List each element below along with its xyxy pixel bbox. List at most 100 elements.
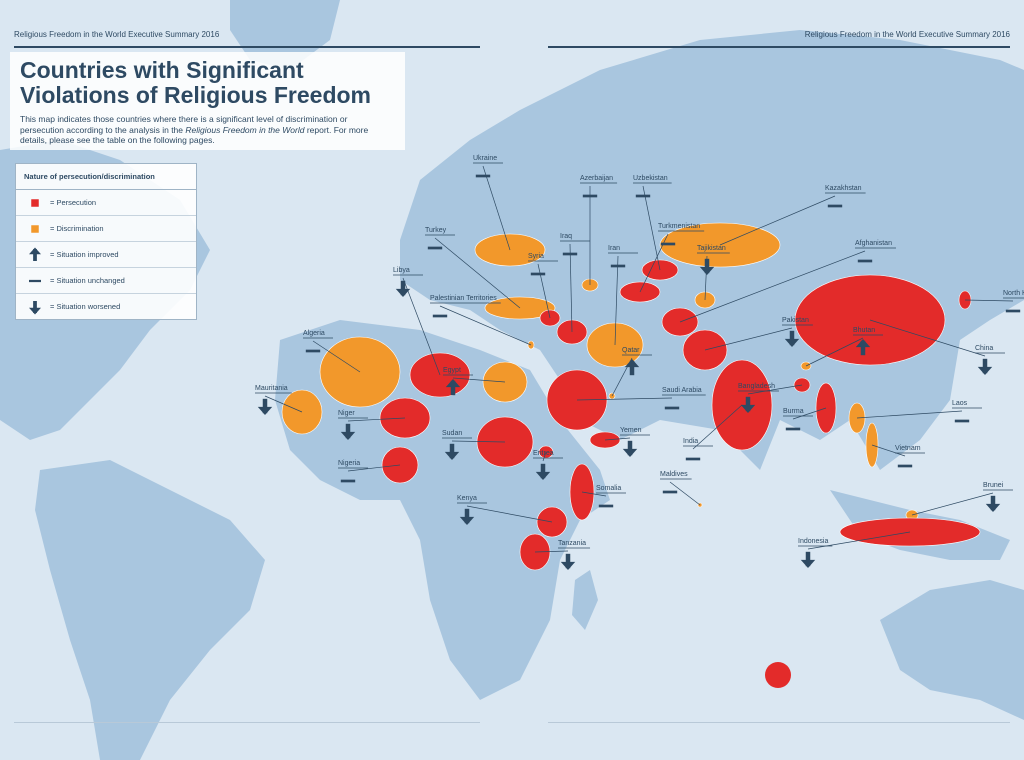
- africa: [275, 320, 610, 700]
- title-line: Violations of Religious Freedom: [20, 82, 372, 108]
- description-text: report. For more details, please see the…: [20, 124, 369, 146]
- trend-improved-head: [855, 339, 871, 348]
- trend-worsened: [627, 440, 633, 456]
- country-name: India: [683, 438, 698, 445]
- leader-line: [719, 195, 836, 246]
- trend-worsened-head: [784, 338, 800, 347]
- leader-line: [692, 404, 743, 450]
- country-name: Bangladesh: [738, 383, 775, 390]
- leader-line: [534, 550, 569, 553]
- country-name: Maldives: [660, 471, 688, 478]
- leader-line: [466, 505, 553, 523]
- country-name: Palestinian Territories: [430, 295, 497, 302]
- leader-line: [434, 237, 521, 309]
- trend-worsened: [464, 508, 470, 524]
- legend-symbol: [31, 224, 39, 233]
- trend-worsened: [540, 463, 546, 479]
- leader-line: [669, 481, 701, 506]
- header-rule: [14, 46, 480, 48]
- trend-unchanged: [685, 457, 701, 461]
- country-name: Syria: [528, 253, 544, 260]
- trend-unchanged: [954, 419, 970, 423]
- leader-line: [792, 407, 827, 420]
- leader-line: [347, 417, 406, 422]
- trend-improved: [629, 360, 635, 376]
- logo: [765, 662, 791, 688]
- title: Countries with Significant Violations of …: [20, 58, 395, 108]
- header-right: Religious Freedom in the World Executive…: [804, 30, 1010, 39]
- country-name: Algeria: [303, 330, 325, 337]
- legend-symbol: [31, 198, 39, 207]
- trend-worsened: [565, 553, 571, 569]
- country-name: Kenya: [457, 495, 477, 502]
- title-block: Countries with Significant Violations of …: [10, 52, 405, 150]
- trend-worsened-head: [977, 366, 993, 375]
- country-name: Eritrea: [533, 450, 554, 457]
- leader-line: [542, 451, 547, 462]
- country-name: Turkmenistan: [658, 223, 700, 230]
- leader-line: [805, 337, 864, 367]
- footer-rule: [548, 722, 1010, 723]
- trend-worsened: [400, 280, 406, 296]
- legend-label: = Situation unchanged: [50, 276, 125, 285]
- legend-label: = Discrimination: [50, 224, 104, 233]
- trend-improved-head: [29, 247, 41, 254]
- country-name: Saudi Arabia: [662, 387, 702, 394]
- legend-symbol: [29, 300, 41, 314]
- leader-line: [911, 492, 994, 516]
- trend-worsened: [449, 443, 455, 459]
- leader-line: [704, 327, 793, 351]
- country-labels: Ukraine Azerbaijan Uzbekistan Kazakhstan Tur…: [255, 155, 1024, 570]
- country-name: Kazakhstan: [825, 185, 862, 192]
- leader-line: [264, 395, 303, 413]
- trend-improved-head: [445, 379, 461, 388]
- leader-line: [402, 277, 441, 376]
- trend-worsened: [704, 258, 710, 274]
- trend-worsened: [990, 495, 996, 511]
- trend-unchanged: [610, 264, 626, 268]
- trend-unchanged: [598, 504, 614, 508]
- trend-unchanged: [427, 246, 443, 250]
- trend-worsened: [262, 398, 268, 414]
- leader-line: [856, 410, 963, 419]
- legend-title: Nature of persecution/discrimination: [16, 164, 196, 190]
- header-left: Religious Freedom in the World Executive…: [14, 30, 220, 39]
- legend-item: = Persecution: [16, 190, 196, 216]
- leader-line: [964, 299, 1014, 302]
- trend-worsened-head: [395, 288, 411, 297]
- header-rule: [548, 46, 1010, 48]
- country-name: Azerbaijan: [580, 175, 613, 182]
- trend-worsened: [345, 423, 351, 439]
- trend-worsened: [745, 396, 751, 412]
- leader-line: [679, 250, 866, 323]
- leader-line: [312, 340, 361, 373]
- trend-improved: [33, 248, 37, 261]
- leader-line: [614, 255, 619, 346]
- country-name: Uzbekistan: [633, 175, 668, 182]
- trend-unchanged: [29, 279, 41, 282]
- country-name: Iraq: [560, 233, 572, 240]
- legend-symbol: [29, 247, 41, 261]
- trend-improved-head: [624, 359, 640, 368]
- country-name: Bhutan: [853, 327, 875, 334]
- trend-worsened-head: [622, 448, 638, 457]
- trend-unchanged: [432, 314, 448, 318]
- country-name: Vietnam: [895, 445, 921, 452]
- country-name: Sudan: [442, 430, 462, 437]
- trend-improved: [450, 380, 456, 396]
- trend-worsened-head: [560, 561, 576, 570]
- trend-worsened-head: [340, 431, 356, 440]
- trend-worsened-head: [257, 406, 273, 415]
- trend-worsened: [805, 551, 811, 567]
- trend-unchanged: [582, 194, 598, 198]
- trend-unchanged: [897, 464, 913, 468]
- country-name: Libya: [393, 267, 410, 274]
- legend-symbol: [29, 279, 41, 282]
- trend-unchanged: [660, 242, 676, 246]
- country-name: Burma: [783, 408, 804, 415]
- leader-line: [347, 464, 401, 472]
- country-name: North Korea: [1003, 290, 1024, 297]
- south-america: [35, 460, 265, 760]
